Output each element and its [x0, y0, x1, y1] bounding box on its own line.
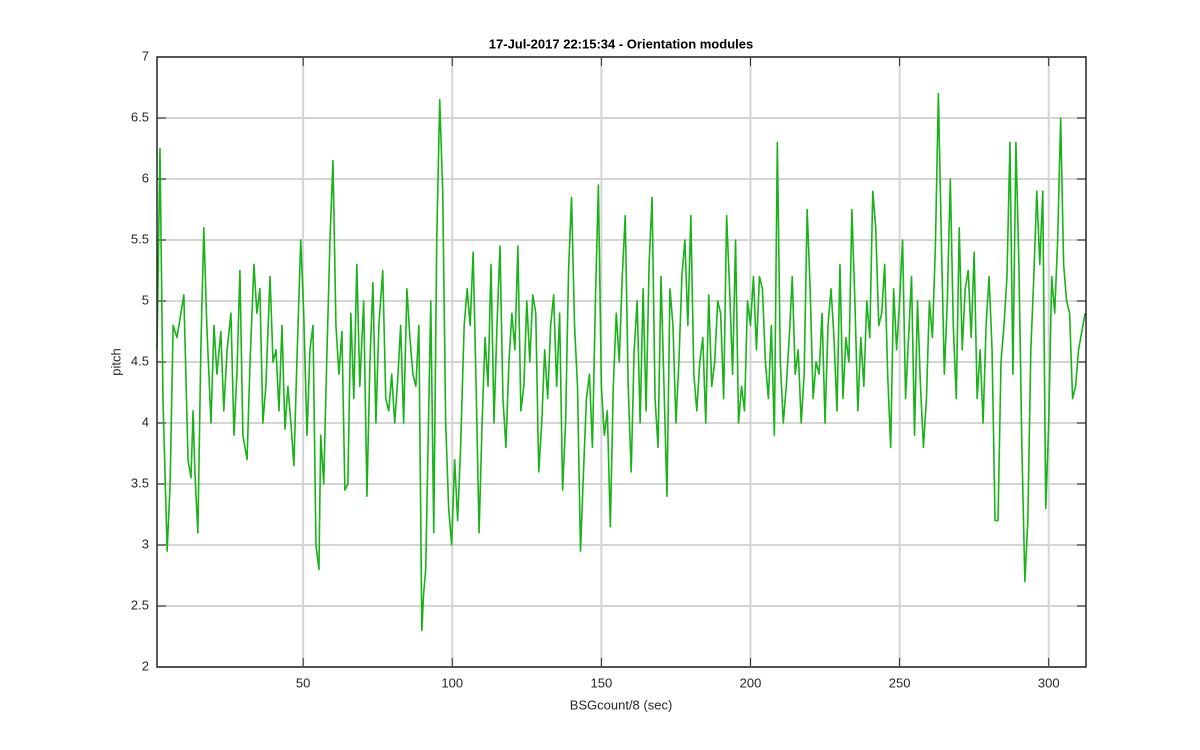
- y-tick-label: 4.5: [131, 353, 149, 368]
- y-tick-label: 3.5: [131, 475, 149, 490]
- x-tick-label: 200: [740, 675, 762, 690]
- x-tick-label: 100: [441, 675, 463, 690]
- y-tick-label: 3: [142, 536, 149, 551]
- x-axis-label: BSGcount/8 (sec): [570, 697, 673, 712]
- x-tick-label: 50: [296, 675, 310, 690]
- y-tick-label: 6: [142, 170, 149, 185]
- y-tick-label: 2.5: [131, 597, 149, 612]
- y-axis-label: pitch: [108, 348, 123, 375]
- x-tick-label: 150: [591, 675, 613, 690]
- y-tick-label: 5: [142, 292, 149, 307]
- axes-box: [156, 56, 1087, 668]
- y-tick-label: 2: [142, 658, 149, 673]
- y-tick-label: 7: [142, 48, 149, 63]
- x-tick-label: 250: [889, 675, 911, 690]
- y-tick-label: 5.5: [131, 231, 149, 246]
- y-tick-label: 6.5: [131, 109, 149, 124]
- x-tick-label: 300: [1038, 675, 1060, 690]
- data-line: [156, 92, 1086, 632]
- chart-title: 17-Jul-2017 22:15:34 - Orientation modul…: [489, 36, 753, 51]
- y-tick-label: 4: [142, 414, 149, 429]
